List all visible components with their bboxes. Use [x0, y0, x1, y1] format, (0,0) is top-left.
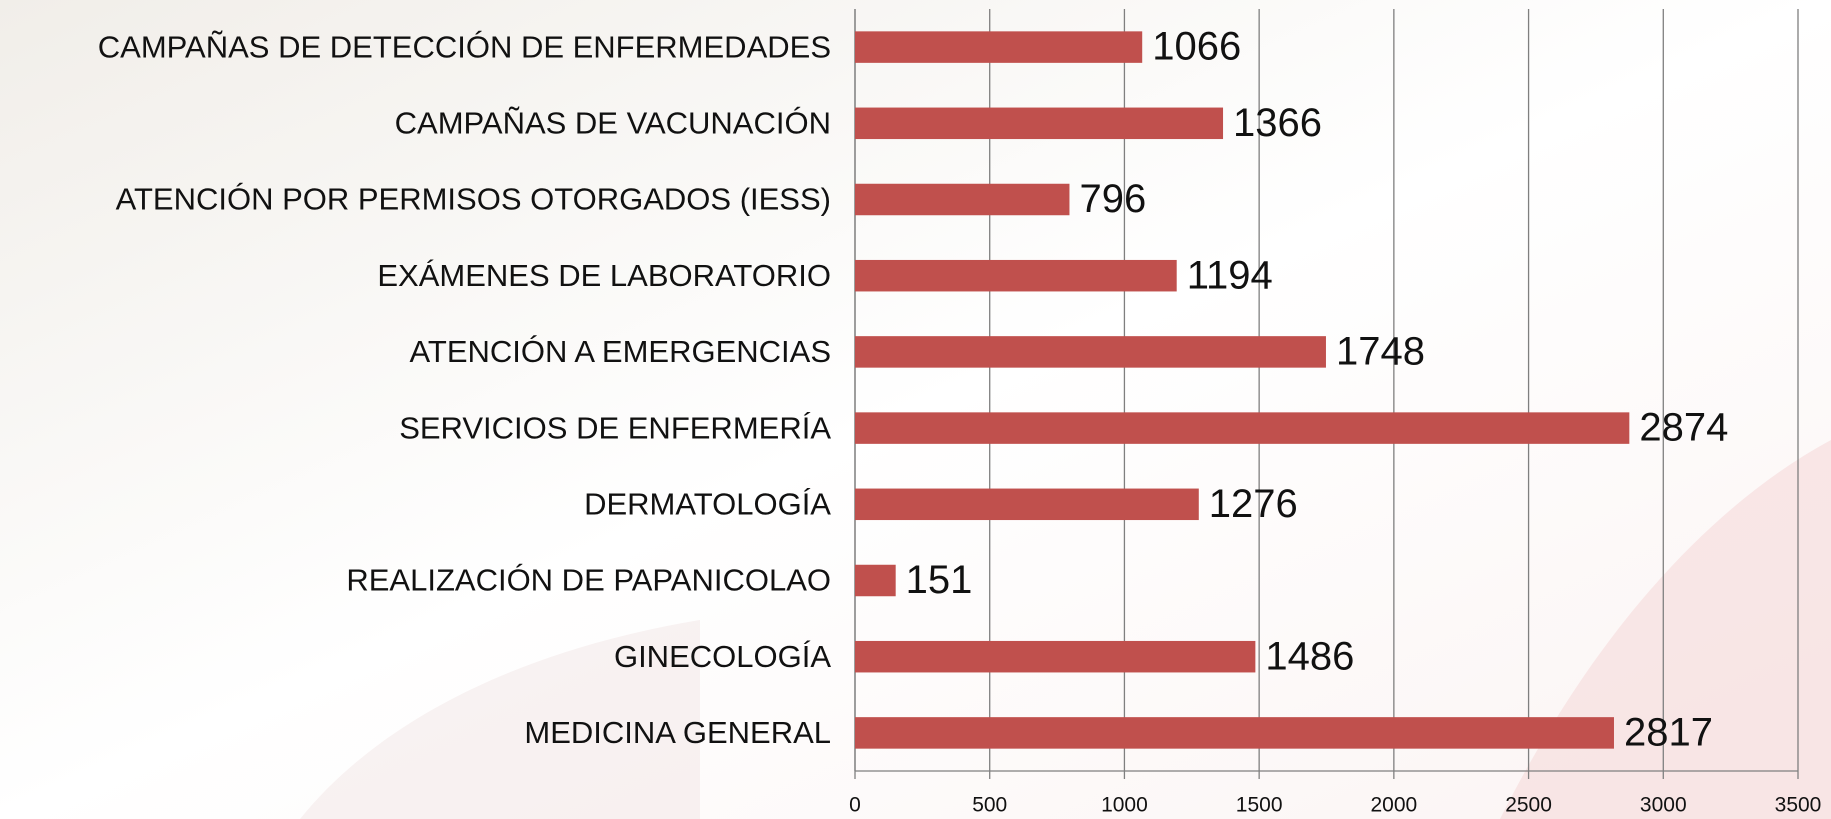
x-tick-label: 2000 [1370, 794, 1417, 817]
bar [855, 488, 1199, 521]
y-tick-label: SERVICIOS DE ENFERMERÍA [399, 410, 831, 445]
x-tick-label: 0 [849, 794, 861, 817]
y-tick-label: GINECOLOGÍA [614, 639, 831, 674]
y-tick-label: MEDICINA GENERAL [524, 715, 831, 750]
bar [855, 107, 1224, 140]
data-label: 151 [906, 558, 973, 602]
bar [855, 336, 1326, 368]
bar [855, 640, 1256, 673]
data-label: 2817 [1624, 710, 1713, 754]
bar [855, 564, 896, 597]
data-label: 1486 [1265, 634, 1354, 678]
y-tick-label: REALIZACIÓN DE PAPANICOLAO [346, 563, 831, 598]
data-label: 1194 [1187, 253, 1273, 297]
data-label: 1066 [1152, 25, 1241, 69]
y-tick-label: CAMPAÑAS DE DETECCIÓN DE ENFERMEDADES [98, 29, 831, 64]
data-label: 2874 [1639, 406, 1728, 450]
x-tick-label: 3000 [1640, 794, 1687, 817]
data-label: 1276 [1209, 482, 1298, 526]
data-label: 796 [1079, 177, 1146, 221]
bar [855, 183, 1070, 216]
y-tick-label: ATENCIÓN POR PERMISOS OTORGADOS (IESS) [116, 182, 831, 217]
bar [855, 717, 1614, 749]
x-tick-label: 3500 [1775, 794, 1822, 817]
x-tick-label: 1500 [1236, 794, 1283, 817]
x-tick-label: 2500 [1505, 794, 1552, 817]
x-tick-label: 1000 [1101, 794, 1148, 817]
y-tick-label: DERMATOLOGÍA [584, 486, 831, 521]
y-tick-label: EXÁMENES DE LABORATORIO [377, 258, 831, 293]
y-tick-label: ATENCIÓN A EMERGENCIAS [410, 334, 831, 369]
bar [855, 31, 1143, 63]
data-label: 1366 [1233, 101, 1322, 145]
bar [855, 259, 1177, 292]
data-label: 1748 [1336, 329, 1425, 373]
y-tick-label: CAMPAÑAS DE VACUNACIÓN [395, 105, 831, 140]
decoration [300, 620, 700, 819]
x-tick-label: 500 [972, 794, 1007, 817]
bar [855, 412, 1630, 444]
